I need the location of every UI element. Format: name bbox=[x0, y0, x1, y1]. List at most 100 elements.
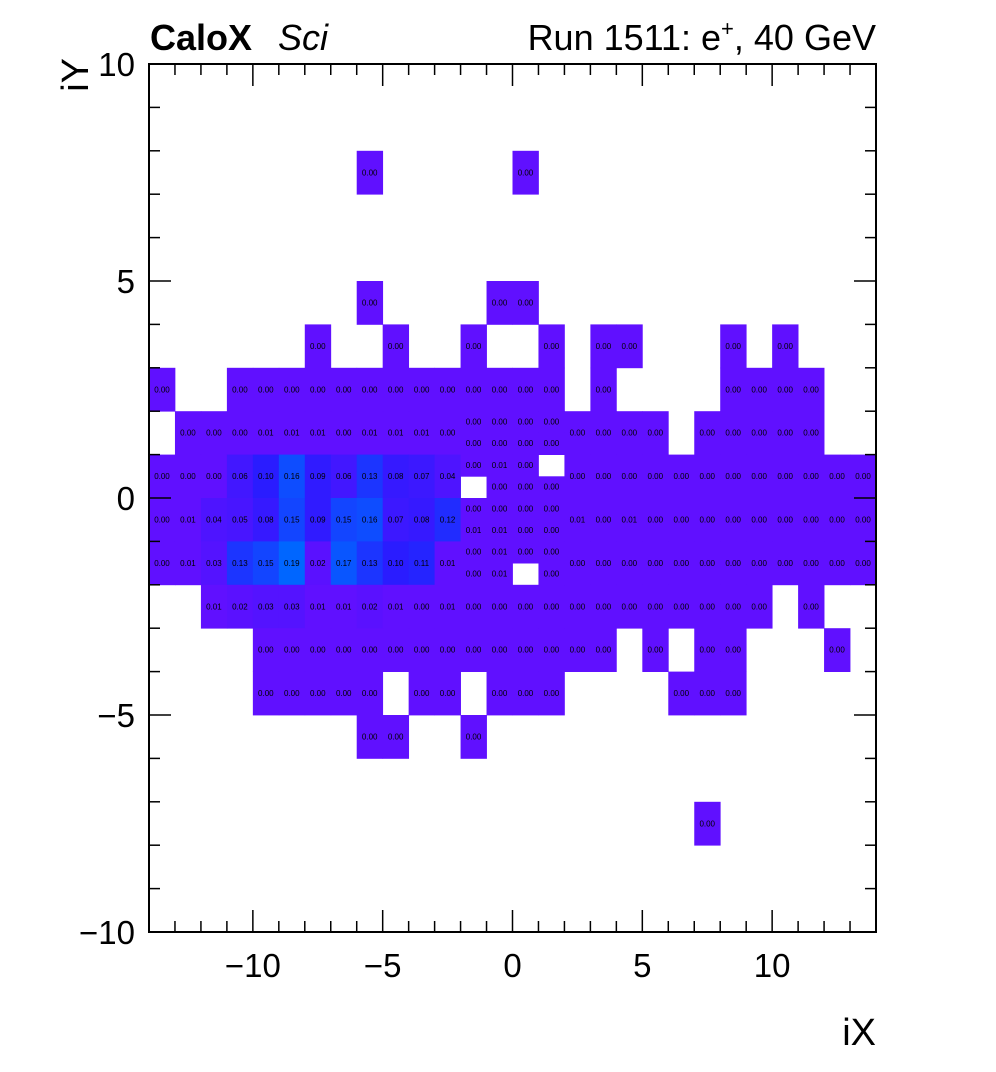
heatmap-cell bbox=[720, 541, 747, 586]
heatmap-cell bbox=[772, 411, 799, 455]
cell-value-label: 0.01 bbox=[310, 602, 326, 611]
cell-value-label: 0.19 bbox=[284, 559, 300, 568]
heatmap-cell bbox=[694, 411, 721, 455]
cell-value-label: 0.00 bbox=[803, 385, 819, 394]
cell-value-label: 0.00 bbox=[570, 646, 586, 655]
cell-value-label: 0.00 bbox=[751, 602, 767, 611]
y-tick-label: −10 bbox=[79, 914, 135, 951]
heatmap-cell bbox=[720, 454, 747, 499]
heatmap-cell bbox=[538, 628, 565, 672]
cell-value-label: 0.00 bbox=[596, 646, 612, 655]
y-tick-label: 5 bbox=[117, 263, 135, 300]
cell-value-label: 0.00 bbox=[362, 385, 378, 394]
cell-value-label: 0.00 bbox=[544, 526, 560, 535]
cell-value-label: 0.01 bbox=[362, 429, 378, 438]
cell-value-label: 0.17 bbox=[336, 559, 352, 568]
heatmap-cell bbox=[512, 671, 539, 716]
cell-value-label: 0.01 bbox=[440, 602, 456, 611]
cell-value-label: 0.13 bbox=[362, 559, 378, 568]
cell-value-label: 0.00 bbox=[388, 342, 404, 351]
cell-value-label: 0.00 bbox=[466, 439, 482, 448]
heatmap-fine-cell bbox=[538, 563, 565, 586]
cell-value-label: 0.08 bbox=[388, 472, 404, 481]
cell-value-label: 0.00 bbox=[518, 689, 534, 698]
heatmap-cell bbox=[304, 324, 332, 369]
heatmap-cell bbox=[694, 498, 721, 542]
cell-value-label: 0.00 bbox=[699, 429, 715, 438]
cell-value-label: 0.00 bbox=[154, 472, 170, 481]
heatmap-cell bbox=[434, 498, 461, 542]
heatmap-fine-cell bbox=[512, 498, 539, 521]
heatmap-cell bbox=[252, 584, 280, 629]
cell-value-label: 0.00 bbox=[570, 559, 586, 568]
cell-value-label: 0.00 bbox=[648, 516, 664, 525]
heatmap-cell bbox=[538, 671, 565, 716]
cell-value-label: 0.01 bbox=[206, 602, 222, 611]
cell-value-label: 0.00 bbox=[518, 418, 534, 427]
heatmap-cell bbox=[512, 628, 539, 672]
heatmap-cell bbox=[226, 411, 254, 455]
heatmap-fine-cell bbox=[538, 519, 565, 542]
cell-value-label: 0.00 bbox=[570, 429, 586, 438]
cell-value-label: 0.07 bbox=[388, 516, 404, 525]
cell-value-label: 0.00 bbox=[518, 504, 534, 513]
cell-value-label: 0.00 bbox=[180, 429, 196, 438]
cell-value-label: 0.15 bbox=[284, 516, 300, 525]
cell-value-label: 0.00 bbox=[648, 472, 664, 481]
cell-value-label: 0.00 bbox=[544, 342, 560, 351]
cell-value-label: 0.00 bbox=[829, 516, 845, 525]
cell-value-label: 0.00 bbox=[699, 819, 715, 828]
cell-value-label: 0.00 bbox=[699, 559, 715, 568]
heatmap-cell bbox=[642, 454, 669, 499]
cell-value-label: 0.00 bbox=[414, 385, 430, 394]
cell-value-label: 0.00 bbox=[310, 689, 326, 698]
heatmap-cell bbox=[772, 454, 799, 499]
heatmap-cell bbox=[408, 584, 435, 629]
cell-value-label: 0.00 bbox=[673, 602, 689, 611]
cell-value-label: 0.00 bbox=[492, 385, 508, 394]
cell-value-label: 0.00 bbox=[544, 504, 560, 513]
heatmap-cell bbox=[174, 541, 202, 586]
cell-value-label: 0.00 bbox=[284, 385, 300, 394]
cell-value-label: 0.00 bbox=[414, 689, 430, 698]
cell-value-label: 0.00 bbox=[336, 646, 352, 655]
heatmap-fine-cell bbox=[460, 498, 487, 521]
y-tick-label: 10 bbox=[98, 46, 135, 83]
heatmap-cell bbox=[798, 367, 825, 412]
heatmap-cell bbox=[850, 541, 877, 586]
cell-value-label: 0.03 bbox=[258, 602, 274, 611]
heatmap-cell bbox=[252, 367, 280, 412]
cell-value-label: 0.00 bbox=[336, 385, 352, 394]
heatmap-cell bbox=[304, 411, 332, 455]
heatmap-cell bbox=[694, 541, 721, 586]
heatmap-cell bbox=[226, 367, 254, 412]
cell-value-label: 0.00 bbox=[258, 689, 274, 698]
heatmap-cell bbox=[356, 628, 384, 672]
heatmap-fine-cell bbox=[512, 476, 539, 499]
heatmap-cell bbox=[486, 281, 513, 325]
cell-value-label: 0.00 bbox=[466, 733, 482, 742]
cell-value-label: 0.00 bbox=[388, 646, 404, 655]
heatmap-cell bbox=[408, 498, 435, 542]
cell-value-label: 0.00 bbox=[544, 385, 560, 394]
heatmap-cell bbox=[408, 454, 435, 499]
heatmap-fine-cell bbox=[486, 454, 513, 477]
cell-value-label: 0.00 bbox=[466, 504, 482, 513]
heatmap-fine-cell bbox=[486, 563, 513, 586]
cell-value-label: 0.13 bbox=[232, 559, 248, 568]
cell-value-label: 0.00 bbox=[440, 429, 456, 438]
axis-ticks bbox=[148, 63, 877, 933]
cell-value-label: 0.00 bbox=[518, 602, 534, 611]
heatmap-cell bbox=[278, 584, 306, 629]
heatmap-cell bbox=[694, 671, 721, 716]
heatmap-cell bbox=[356, 498, 384, 542]
cell-value-label: 0.00 bbox=[466, 418, 482, 427]
cell-value-label: 0.00 bbox=[751, 385, 767, 394]
heatmap-cell bbox=[278, 628, 306, 672]
cell-value-label: 0.00 bbox=[362, 168, 378, 177]
heatmap-cell bbox=[174, 498, 202, 542]
cell-value-label: 0.00 bbox=[829, 472, 845, 481]
heatmap-cell bbox=[668, 584, 695, 629]
cell-value-label: 0.00 bbox=[518, 461, 534, 470]
heatmap-cell bbox=[252, 541, 280, 586]
